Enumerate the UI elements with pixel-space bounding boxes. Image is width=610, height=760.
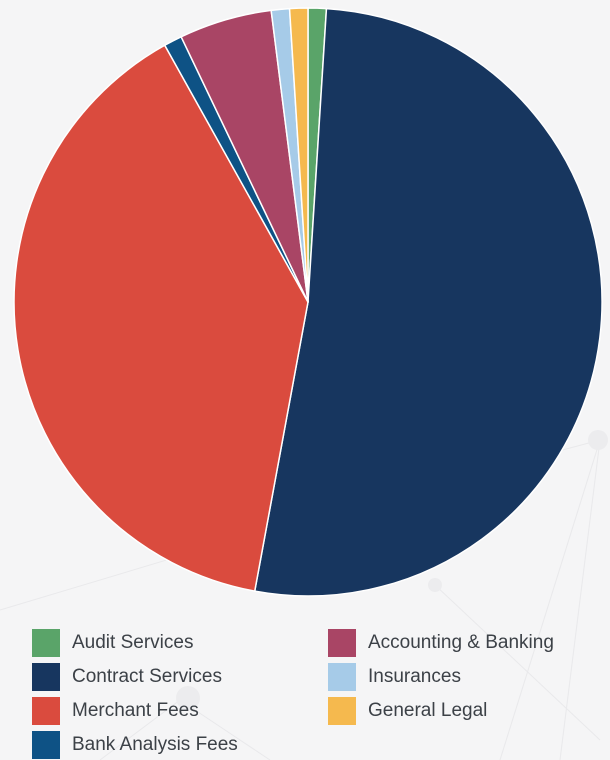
legend-label-general-legal: General Legal [368,700,488,721]
legend-label-merchant-fees: Merchant Fees [72,700,199,721]
pie-slice-merchant-fees [13,44,309,592]
legend-swatch-accounting-banking [328,629,356,657]
legend-swatch-insurances [328,663,356,691]
legend-item-bank-analysis-fees: Bank Analysis Fees [32,731,328,759]
legend-label-audit-services: Audit Services [72,632,194,653]
legend-swatch-contract-services [32,663,60,691]
chart-legend: Audit Services Accounting & Banking Cont… [32,629,592,759]
legend-label-bank-analysis-fees: Bank Analysis Fees [72,734,238,755]
pie-slice-contract-services [253,7,603,597]
legend-item-accounting-banking: Accounting & Banking [328,629,588,657]
pie-chart [13,7,603,597]
legend-item-merchant-fees: Merchant Fees [32,697,328,725]
legend-swatch-general-legal [328,697,356,725]
legend-swatch-merchant-fees [32,697,60,725]
pie-slice-general-legal [288,7,309,303]
legend-swatch-audit-services [32,629,60,657]
legend-swatch-bank-analysis-fees [32,731,60,759]
legend-label-insurances: Insurances [368,666,461,687]
legend-label-accounting-banking: Accounting & Banking [368,632,554,653]
legend-label-contract-services: Contract Services [72,666,222,687]
legend-item-contract-services: Contract Services [32,663,328,691]
legend-item-general-legal: General Legal [328,697,588,725]
legend-item-insurances: Insurances [328,663,588,691]
legend-item-audit-services: Audit Services [32,629,328,657]
